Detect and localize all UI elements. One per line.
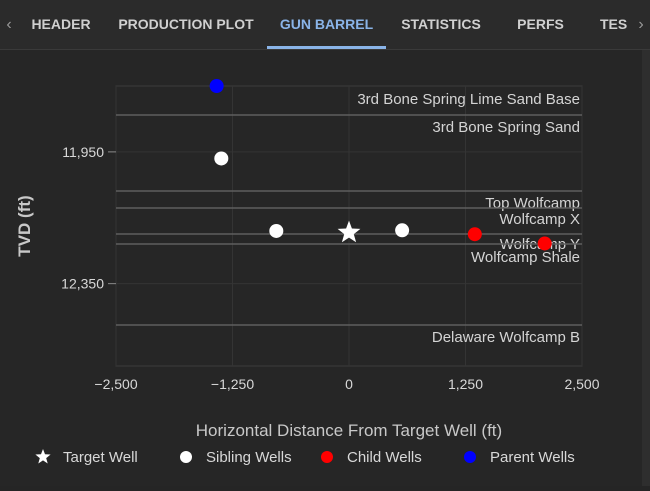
y-axis-label: TVD (ft) [15,195,34,256]
grid [115,86,583,366]
legend-star-icon [35,449,51,464]
gun-barrel-chart-panel: 3rd Bone Spring Lime Sand Base 3rd Bone S… [0,50,642,486]
y-tick-label: 11,950 [62,144,104,160]
formation-lines: 3rd Bone Spring Lime Sand Base 3rd Bone S… [116,91,582,346]
legend-label: Target Well [63,449,138,466]
tab-bar: ‹ HEADER PRODUCTION PLOT GUN BARREL STAT… [0,0,650,50]
legend-label: Child Wells [347,449,422,466]
formation-label: Top Wolfcamp [485,195,580,212]
legend-dot-icon [180,451,192,463]
sibling-well-marker [395,223,410,238]
formation-label: Wolfcamp X [499,211,580,228]
formation-label: Delaware Wolfcamp B [432,329,580,346]
x-tick-label: −2,500 [94,376,137,392]
tab-perfs[interactable]: PERFS [517,16,564,32]
legend-dot-icon [464,451,476,463]
tab-statistics[interactable]: STATISTICS [401,16,481,32]
child-well-marker [467,227,482,242]
legend-dot-icon [321,451,333,463]
legend: Target Well Sibling Wells Child Wells Paren… [35,449,575,466]
x-tick-label: 1,250 [448,376,483,392]
tab-header[interactable]: HEADER [31,16,91,32]
active-tab-indicator [267,46,386,49]
legend-label: Parent Wells [490,449,575,466]
gun-barrel-chart[interactable]: 3rd Bone Spring Lime Sand Base 3rd Bone S… [0,50,642,486]
y-tick-label: 12,350 [61,276,104,292]
scroll-left-icon[interactable]: ‹ [6,16,12,33]
x-axis-label: Horizontal Distance From Target Well (ft… [196,421,502,440]
formation-label: 3rd Bone Spring Sand [432,119,580,136]
scroll-right-icon[interactable]: › [638,16,644,33]
tab-production-plot[interactable]: PRODUCTION PLOT [118,16,254,32]
scrollbar[interactable] [642,50,650,486]
axes: −2,500 −1,250 0 1,250 2,500 11,950 12,350 [61,144,600,392]
tab-gun-barrel[interactable]: GUN BARREL [279,16,374,32]
x-tick-label: 0 [345,376,353,392]
tab-tes[interactable]: TES [600,16,628,32]
x-tick-label: −1,250 [211,376,254,392]
formation-label: Wolfcamp Shale [471,249,580,266]
well-markers [209,79,552,251]
formation-label: 3rd Bone Spring Lime Sand Base [357,91,580,108]
target-well-marker [337,220,361,243]
x-tick-label: 2,500 [564,376,599,392]
sibling-well-marker [269,223,284,238]
sibling-well-marker [214,151,229,166]
parent-well-marker [209,79,224,93]
legend-label: Sibling Wells [206,449,292,466]
child-well-marker [537,236,552,251]
